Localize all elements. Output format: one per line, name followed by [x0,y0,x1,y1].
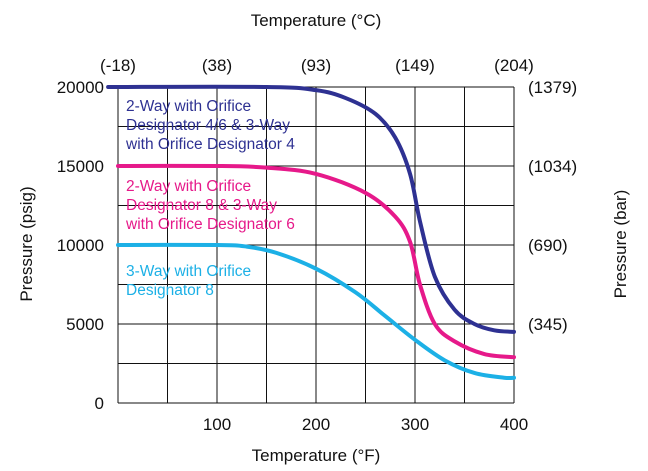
x-tick-label-top: (-18) [100,56,136,75]
series-label-line: Designator 4/6 & 3-Way [126,117,290,134]
y-tick-label-left: 20000 [57,78,104,97]
series-line-3 [116,242,516,381]
x-tick-label-top: (149) [395,56,435,75]
series-label-line: Designator 8 [126,282,214,299]
x-tick-label-bottom: 400 [500,415,528,434]
x-tick-label-bottom: 100 [203,415,231,434]
series-labels: 2-Way with Orifice Designator 4/6 & 3-Way… [125,98,295,299]
bottom-axis-title: Temperature (°F) [252,446,381,465]
series-label-line: 2-Way with Orifice [126,178,251,195]
series-label-line: with Orifice Designator 4 [125,136,295,153]
y-tick-label-left: 15000 [57,157,104,176]
y-tick-label-left: 5000 [66,315,104,334]
y-tick-label-right: (345) [528,315,568,334]
tick-labels: 100 200 300 400 (-18) (38) (93) (149) (204) 0 5000… [57,56,577,434]
series-label-line: with Orifice Designator 6 [125,216,295,233]
x-tick-label-top: (93) [301,56,331,75]
series-label-line: 2-Way with Orifice [126,98,251,115]
top-axis-title: Temperature (°C) [251,11,382,30]
series-label-line: Designator 8 & 3-Way [126,197,277,214]
series-curves [106,84,516,381]
series-label-line: 3-Way with Orifice [126,263,251,280]
x-tick-label-top: (204) [494,56,534,75]
plot-grid [117,86,515,404]
y-tick-label-left: 0 [95,394,104,413]
series-line-1 [106,84,516,334]
x-tick-label-bottom: 300 [401,415,429,434]
left-axis-title: Pressure (psig) [17,186,36,301]
series-label-1: 2-Way with Orifice Designator 4/6 & 3-Way… [125,98,295,153]
y-tick-label-left: 10000 [57,236,104,255]
y-tick-label-right: (690) [528,236,568,255]
series-label-2: 2-Way with Orifice Designator 8 & 3-Way wi… [125,178,295,233]
y-tick-label-right: (1379) [528,78,577,97]
y-tick-label-right: (1034) [528,157,577,176]
series-label-3: 3-Way with Orifice Designator 8 [126,263,251,299]
x-tick-label-top: (38) [202,56,232,75]
series-line-2 [116,163,516,360]
right-axis-title: Pressure (bar) [611,190,630,299]
x-tick-label-bottom: 200 [302,415,330,434]
